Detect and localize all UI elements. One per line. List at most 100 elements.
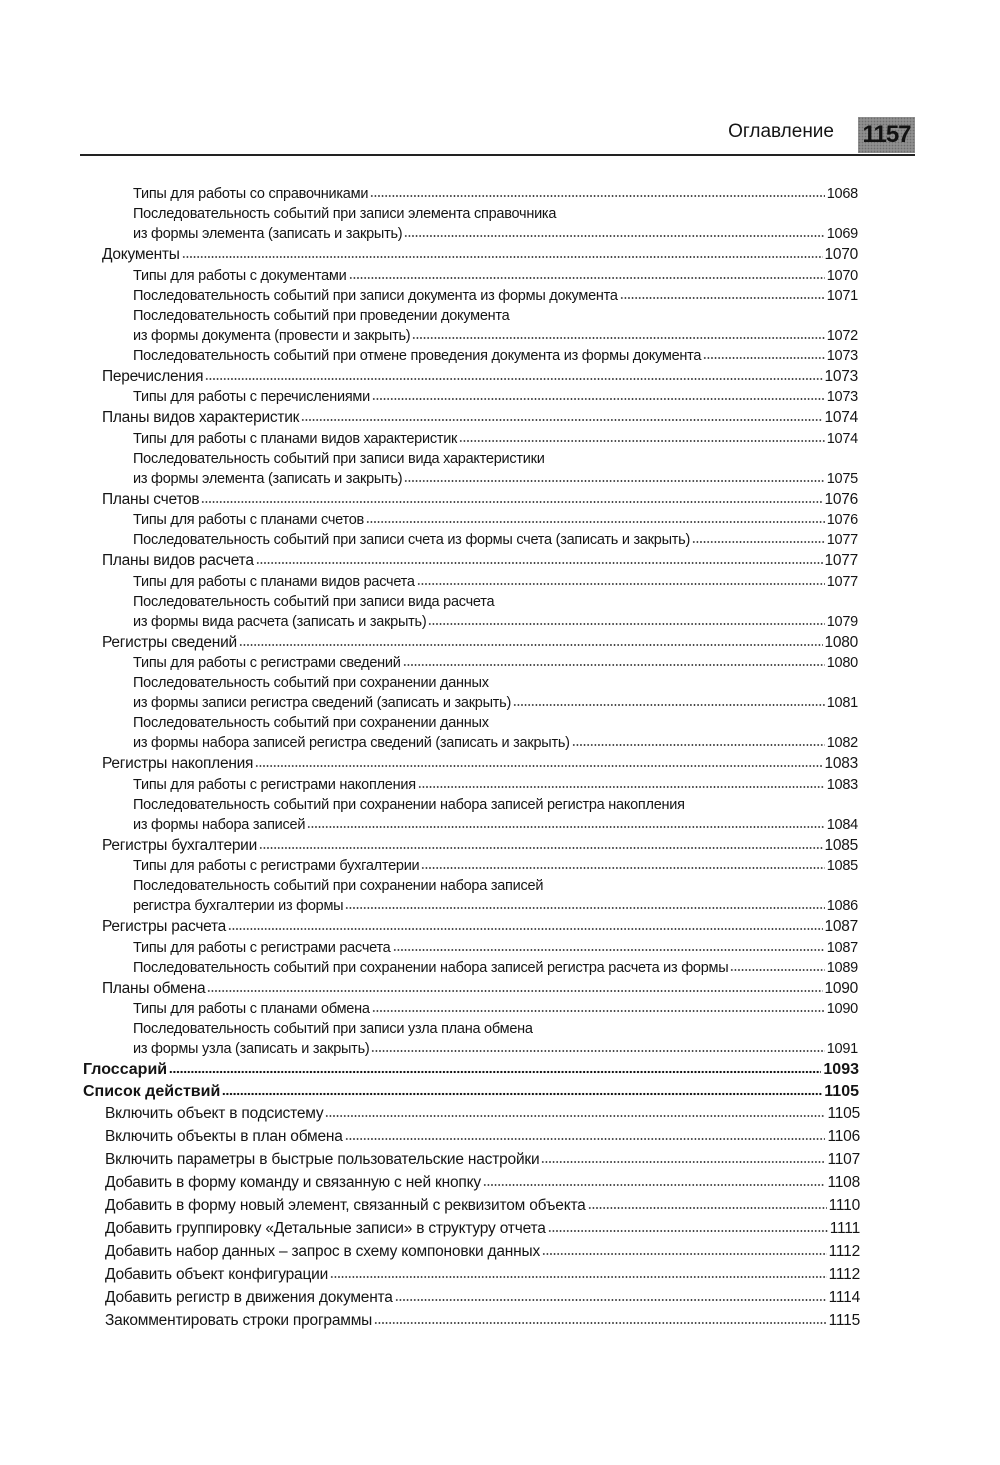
toc-entry[interactable]: Регистры накопления 1083 xyxy=(102,755,858,777)
toc-entry[interactable]: Список действий 1105 xyxy=(83,1083,859,1105)
toc-entry[interactable]: Регистры бухгалтерии 1085 xyxy=(102,837,858,859)
toc-entry[interactable]: Последовательность событий при записи до… xyxy=(133,288,858,308)
toc-entry[interactable]: Включить параметры в быстрые пользовател… xyxy=(105,1151,860,1174)
dot-leader xyxy=(371,1049,825,1053)
toc-entry[interactable]: Последовательность событий при проведени… xyxy=(133,308,858,328)
toc-entry-page: 1077 xyxy=(826,532,859,548)
toc-entry-title: Добавить группировку «Детальные записи» … xyxy=(105,1220,546,1237)
toc-entry[interactable]: Планы видов характеристик 1074 xyxy=(102,409,858,431)
toc-entry[interactable]: Планы видов расчета 1077 xyxy=(102,552,858,574)
toc-entry[interactable]: Планы обмена 1090 xyxy=(102,980,858,1002)
toc-entry-page: 1091 xyxy=(826,1041,859,1057)
toc-entry-title: из формы записи регистра сведений (запис… xyxy=(133,695,512,711)
toc-entry-page: 1079 xyxy=(826,613,859,630)
toc-entry[interactable]: Последовательность событий при записи эл… xyxy=(133,206,858,226)
toc-entry[interactable]: Добавить набор данных – запрос в схему к… xyxy=(105,1243,860,1266)
toc-entry-title: Типы для работы с планами счетов xyxy=(133,512,364,528)
toc-entry[interactable]: Добавить регистр в движения документа 111… xyxy=(105,1289,860,1312)
toc-entry[interactable]: Последовательность событий при записи ви… xyxy=(133,451,858,471)
toc-entry[interactable]: Типы для работы со справочниками 1068 xyxy=(133,186,858,206)
dot-leader xyxy=(345,906,825,910)
dot-leader xyxy=(259,845,823,850)
toc-entry-title: Типы для работы с планами видов расчета xyxy=(133,573,415,590)
dot-leader xyxy=(181,255,823,259)
dot-leader xyxy=(201,499,823,504)
header-rule xyxy=(80,154,915,156)
toc-entry[interactable]: из формы записи регистра сведений (запис… xyxy=(133,695,858,715)
toc-entry-title: Включить объект в подсистему xyxy=(105,1105,324,1122)
toc-entry[interactable]: Последовательность событий при сохранени… xyxy=(133,797,858,817)
toc-entry[interactable]: из формы набора записей 1084 xyxy=(133,817,858,837)
toc-entry[interactable]: Последовательность событий при отмене пр… xyxy=(133,348,858,368)
toc-entry[interactable]: Регистры расчета 1087 xyxy=(102,918,858,940)
dot-leader xyxy=(330,1275,827,1279)
toc-entry[interactable]: из формы документа (провести и закрыть) 1… xyxy=(133,328,858,348)
toc-entry-title: Типы для работы с регистрами сведений xyxy=(133,655,401,671)
toc-entry-title: Планы видов характеристик xyxy=(102,409,300,426)
toc-entry[interactable]: Добавить объект конфигурации 1112 xyxy=(105,1266,860,1289)
toc-entry[interactable]: Типы для работы с планами видов расчета 1… xyxy=(133,574,858,594)
toc-entry[interactable]: Типы для работы с регистрами накопления 1… xyxy=(133,777,858,797)
toc-entry-title: Последовательность событий при отмене пр… xyxy=(133,347,702,364)
toc-entry[interactable]: Последовательность событий при записи сч… xyxy=(133,532,858,552)
toc-entry-title: Планы видов расчета xyxy=(102,552,254,569)
toc-entry[interactable]: Добавить в форму команду и связанную с н… xyxy=(105,1174,860,1197)
toc-entry[interactable]: Типы для работы с планами обмена 1090 xyxy=(133,1001,858,1021)
toc-entry-title: из формы набора записей регистра сведени… xyxy=(133,735,570,751)
toc-entry[interactable]: Включить объект в подсистему 1105 xyxy=(105,1105,860,1128)
page-number: 1157 xyxy=(858,117,915,153)
toc-entry-title: Включить объекты в план обмена xyxy=(105,1128,343,1145)
toc-entry-title: Типы для работы со справочниками xyxy=(133,186,369,202)
toc-entry-title: Последовательность событий при записи ви… xyxy=(133,593,495,610)
toc-entry-page: 1086 xyxy=(826,898,859,914)
toc-entry[interactable]: из формы элемента (записать и закрыть) 10… xyxy=(133,471,858,491)
toc-entry[interactable]: Последовательность событий при сохранени… xyxy=(133,878,858,898)
section-title: Оглавление xyxy=(728,121,834,142)
toc-entry-title: из формы узла (записать и закрыть) xyxy=(133,1041,370,1057)
dot-leader xyxy=(222,1092,823,1096)
toc-entry[interactable]: Типы для работы с перечислениями 1073 xyxy=(133,389,858,409)
toc-entry[interactable]: из формы элемента (записать и закрыть) 10… xyxy=(133,226,858,246)
toc-entry-title: Добавить регистр в движения документа xyxy=(105,1289,393,1306)
dot-leader xyxy=(207,988,823,993)
toc-entry-title: Последовательность событий при записи до… xyxy=(133,287,618,304)
toc-entry[interactable]: из формы набора записей регистра сведени… xyxy=(133,735,858,755)
toc-entry[interactable]: Типы для работы с регистрами расчета 1087 xyxy=(133,940,858,960)
toc-entry[interactable]: из формы узла (записать и закрыть) 1091 xyxy=(133,1041,858,1061)
toc-entry[interactable]: Последовательность событий при сохранени… xyxy=(133,675,858,695)
toc-entry[interactable]: Типы для работы с регистрами сведений 108… xyxy=(133,655,858,675)
toc-entry[interactable]: Последовательность событий при сохранени… xyxy=(133,960,858,980)
dot-leader xyxy=(459,438,825,443)
toc-entry[interactable]: из формы вида расчета (записать и закрыт… xyxy=(133,614,858,634)
toc-entry[interactable]: Документы 1070 xyxy=(102,246,858,268)
toc-entry[interactable]: Регистры сведений 1080 xyxy=(102,634,858,656)
toc-entry-page: 1073 xyxy=(826,389,859,405)
toc-entry-title: Регистры накопления xyxy=(102,755,254,772)
toc-entry-title: из формы набора записей xyxy=(133,816,306,833)
toc-entry-title: из формы элемента (записать и закрыть) xyxy=(133,226,403,242)
toc-entry-page: 1112 xyxy=(828,1266,861,1283)
toc-entry[interactable]: Добавить группировку «Детальные записи» … xyxy=(105,1220,860,1243)
toc-entry[interactable]: Закомментировать строки программы 1115 xyxy=(105,1312,860,1335)
toc-entry[interactable]: Типы для работы с документами 1070 xyxy=(133,268,858,288)
dot-leader xyxy=(587,1206,827,1210)
toc-entry[interactable]: Включить объекты в план обмена 1106 xyxy=(105,1128,860,1151)
toc-entry[interactable]: Последовательность событий при записи уз… xyxy=(133,1021,858,1041)
toc-entry[interactable]: Перечисления 1073 xyxy=(102,368,858,390)
toc-entry[interactable]: Типы для работы с планами счетов 1076 xyxy=(133,512,858,532)
toc-entry-page: 1072 xyxy=(826,327,859,344)
toc-entry[interactable]: Глоссарий 1093 xyxy=(83,1061,859,1083)
toc-entry-title: Типы для работы с регистрами расчета xyxy=(133,939,391,956)
toc-entry-page: 1107 xyxy=(827,1151,860,1168)
dot-leader xyxy=(372,397,825,401)
toc-entry[interactable]: Типы для работы с регистрами бухгалтерии… xyxy=(133,858,858,878)
toc-entry[interactable]: Последовательность событий при записи ви… xyxy=(133,594,858,614)
toc-entry[interactable]: Добавить в форму новый элемент, связанны… xyxy=(105,1197,860,1220)
toc-entry[interactable]: Планы счетов 1076 xyxy=(102,491,858,513)
toc-entry-page: 1070 xyxy=(824,246,859,263)
toc-entry-page: 1084 xyxy=(826,816,859,833)
dot-leader xyxy=(513,703,825,707)
toc-entry[interactable]: регистра бухгалтерии из формы 1086 xyxy=(133,898,858,918)
toc-entry[interactable]: Последовательность событий при сохранени… xyxy=(133,715,858,735)
toc-entry[interactable]: Типы для работы с планами видов характер… xyxy=(133,431,858,451)
